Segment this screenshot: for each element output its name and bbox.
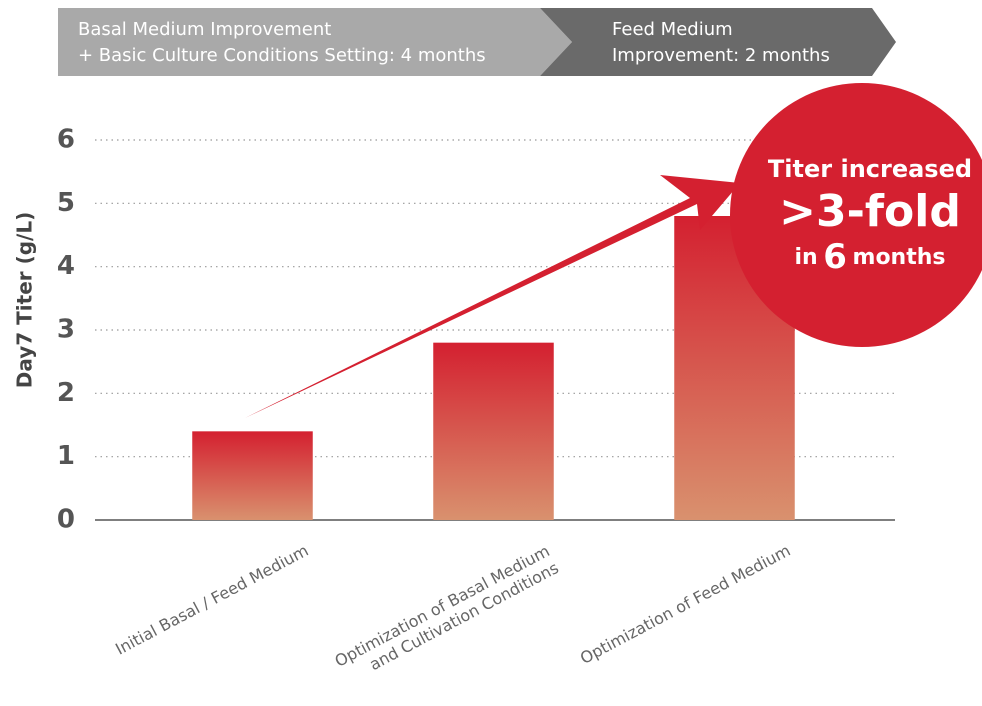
phase-text: Improvement: 2 months — [612, 45, 830, 66]
x-tick-label: Initial Basal / Feed Medium — [112, 541, 311, 659]
phase-banner — [58, 8, 572, 76]
bar — [192, 431, 313, 520]
y-tick-label: 3 — [57, 315, 75, 345]
y-axis-label: Day7 Titer (g/L) — [13, 212, 37, 389]
y-tick-label: 4 — [57, 251, 75, 281]
callout-text: 6 — [823, 237, 847, 277]
phase-text: Feed Medium — [612, 19, 733, 40]
callout-text: Titer increased — [768, 155, 972, 183]
x-tick-label: Optimization of Feed Medium — [577, 541, 794, 668]
callout-text: in — [794, 245, 817, 270]
callout-text: in 6 months — [794, 237, 945, 277]
phase-text: + Basic Culture Conditions Setting: 4 mo… — [78, 45, 486, 66]
y-tick-label: 2 — [57, 378, 75, 408]
callout-circle — [730, 83, 982, 347]
callout-text: months — [853, 245, 946, 270]
y-tick-label: 1 — [57, 441, 75, 471]
phase-banner — [540, 8, 896, 76]
phase-text: Basal Medium Improvement — [78, 19, 331, 40]
y-tick-label: 6 — [57, 125, 75, 155]
callout-text: >3-fold — [779, 186, 961, 237]
y-tick-label: 5 — [57, 188, 75, 218]
bar — [433, 342, 554, 520]
trend-arrow — [245, 175, 740, 418]
x-tick-label: Optimization of Basal Mediumand Cultivat… — [331, 541, 561, 688]
y-tick-label: 0 — [57, 505, 75, 535]
